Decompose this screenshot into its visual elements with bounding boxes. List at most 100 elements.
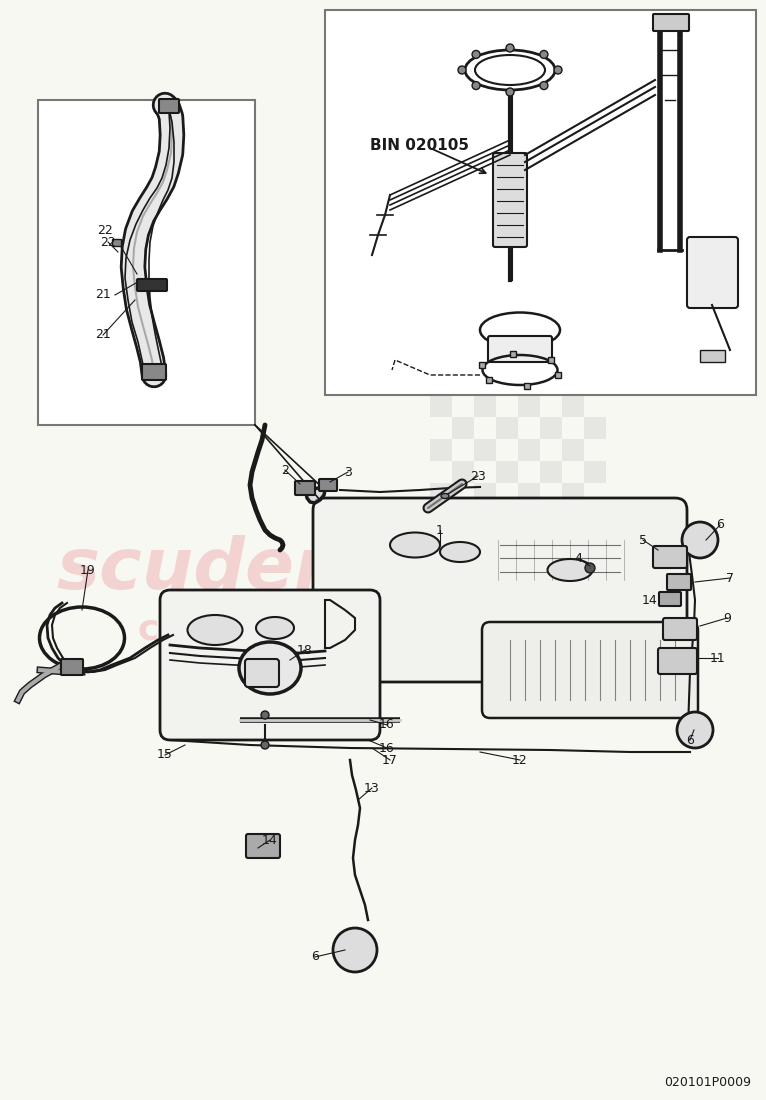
Circle shape <box>682 522 718 558</box>
Bar <box>540 549 562 571</box>
Bar <box>562 527 584 549</box>
Ellipse shape <box>440 542 480 562</box>
Text: 19: 19 <box>80 563 96 576</box>
Text: 020101P0009: 020101P0009 <box>664 1076 751 1089</box>
Text: 17: 17 <box>382 754 398 767</box>
Bar <box>540 505 562 527</box>
Text: car parts: car parts <box>139 613 322 647</box>
Text: BIN 020105: BIN 020105 <box>370 138 469 153</box>
Bar <box>562 439 584 461</box>
Ellipse shape <box>256 617 294 639</box>
Circle shape <box>506 88 514 96</box>
Bar <box>486 377 493 383</box>
FancyBboxPatch shape <box>319 478 337 491</box>
Text: 1: 1 <box>436 524 444 537</box>
Bar <box>496 417 518 439</box>
Circle shape <box>506 44 514 52</box>
Bar <box>496 505 518 527</box>
Bar <box>452 549 474 571</box>
Circle shape <box>472 81 480 89</box>
FancyBboxPatch shape <box>659 592 681 606</box>
Circle shape <box>333 928 377 972</box>
Bar <box>584 417 606 439</box>
Bar <box>430 395 452 417</box>
Text: 21: 21 <box>95 288 111 301</box>
Bar <box>584 549 606 571</box>
Text: 6: 6 <box>686 734 694 747</box>
Text: 9: 9 <box>723 612 731 625</box>
Bar <box>518 395 540 417</box>
Ellipse shape <box>441 494 449 498</box>
Bar <box>584 505 606 527</box>
Bar <box>480 362 486 367</box>
Text: 23: 23 <box>470 470 486 483</box>
Circle shape <box>677 712 713 748</box>
Circle shape <box>540 81 548 89</box>
Bar <box>474 527 496 549</box>
FancyBboxPatch shape <box>159 99 179 113</box>
Circle shape <box>554 66 562 74</box>
Bar <box>452 461 474 483</box>
Ellipse shape <box>239 642 301 694</box>
Bar <box>452 417 474 439</box>
Bar <box>496 549 518 571</box>
Text: 12: 12 <box>512 754 528 767</box>
Text: 21: 21 <box>95 329 111 341</box>
Bar <box>474 483 496 505</box>
Bar <box>496 461 518 483</box>
Bar <box>518 439 540 461</box>
Ellipse shape <box>390 532 440 558</box>
FancyBboxPatch shape <box>667 574 691 590</box>
Bar <box>548 356 554 363</box>
Text: 3: 3 <box>344 465 352 478</box>
FancyBboxPatch shape <box>160 590 380 740</box>
Bar <box>510 351 516 358</box>
Circle shape <box>585 563 595 573</box>
FancyBboxPatch shape <box>137 279 167 292</box>
Text: 16: 16 <box>379 718 395 732</box>
Bar <box>700 350 725 362</box>
Bar <box>518 527 540 549</box>
Bar <box>540 461 562 483</box>
Text: 5: 5 <box>639 534 647 547</box>
Bar <box>524 383 530 388</box>
Text: 15: 15 <box>157 748 173 761</box>
Bar <box>325 10 756 395</box>
Polygon shape <box>325 600 355 648</box>
FancyBboxPatch shape <box>493 153 527 248</box>
FancyBboxPatch shape <box>687 236 738 308</box>
Bar <box>518 483 540 505</box>
Bar <box>562 483 584 505</box>
Text: 6: 6 <box>311 950 319 964</box>
Circle shape <box>540 51 548 58</box>
Circle shape <box>261 741 269 749</box>
Text: 7: 7 <box>726 572 734 584</box>
Text: 14: 14 <box>642 594 658 606</box>
FancyBboxPatch shape <box>482 621 698 718</box>
FancyBboxPatch shape <box>663 618 697 640</box>
Bar <box>562 395 584 417</box>
FancyBboxPatch shape <box>142 364 166 380</box>
Bar <box>38 100 255 425</box>
Bar <box>452 505 474 527</box>
Text: 2: 2 <box>281 463 289 476</box>
Bar <box>474 395 496 417</box>
FancyBboxPatch shape <box>61 659 83 675</box>
Text: 14: 14 <box>262 834 278 847</box>
Text: 4: 4 <box>574 551 582 564</box>
Circle shape <box>472 51 480 58</box>
Bar <box>555 373 561 378</box>
Bar <box>540 417 562 439</box>
Text: 18: 18 <box>297 644 313 657</box>
Ellipse shape <box>188 615 243 645</box>
FancyBboxPatch shape <box>246 834 280 858</box>
Ellipse shape <box>475 55 545 85</box>
Polygon shape <box>306 487 325 503</box>
FancyBboxPatch shape <box>658 648 697 674</box>
Bar <box>430 483 452 505</box>
Text: 11: 11 <box>710 651 726 664</box>
Ellipse shape <box>548 559 592 581</box>
FancyBboxPatch shape <box>113 240 122 246</box>
FancyBboxPatch shape <box>313 498 687 682</box>
Text: scuderia: scuderia <box>57 536 404 605</box>
